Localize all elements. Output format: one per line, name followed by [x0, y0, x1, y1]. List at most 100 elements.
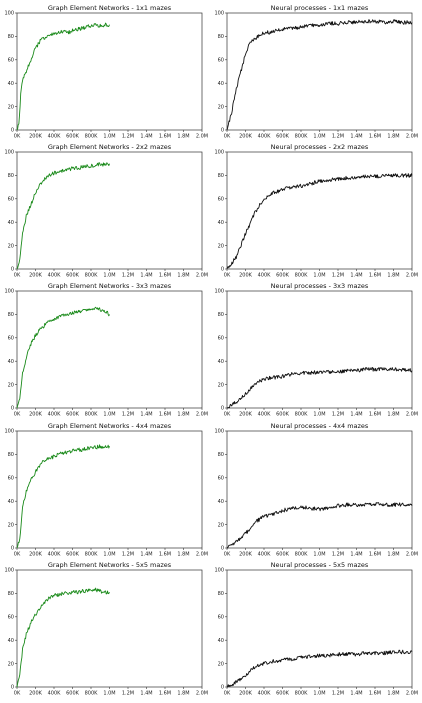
x-tick-label: 1.6M: [369, 273, 381, 279]
y-tick-label: 40: [8, 638, 14, 644]
x-tick-label: 200K: [29, 412, 43, 418]
x-tick-label: 200K: [29, 552, 43, 558]
x-tick-label: 800K: [295, 691, 309, 697]
y-tick-label: 0: [11, 128, 14, 134]
series-line: [226, 19, 413, 131]
x-tick-label: 1.2M: [122, 412, 134, 418]
y-tick-label: 40: [8, 220, 14, 226]
x-tick-label: 1.6M: [159, 273, 171, 279]
series-line: [16, 306, 110, 409]
y-tick-label: 100: [4, 568, 14, 574]
x-tick-label: 800K: [295, 552, 309, 558]
series-line: [227, 502, 413, 549]
y-tick-label: 0: [11, 685, 14, 691]
y-tick-label: 20: [218, 382, 224, 388]
chart-svg: Graph Element Networks - 1x1 mazes 0 20 40 6…: [4, 4, 208, 140]
x-tick-label: 0K: [14, 273, 21, 279]
y-tick-label: 80: [8, 34, 14, 40]
x-tick-label: 800K: [85, 552, 99, 558]
axes-frame: [16, 12, 203, 131]
y-tick-label: 60: [218, 476, 224, 482]
x-tick-label: 1.6M: [159, 134, 171, 140]
x-tick-label: 800K: [295, 412, 309, 418]
axes-frame: [226, 430, 413, 549]
y-tick-label: 0: [221, 546, 224, 552]
chart-svg: Graph Element Networks - 4x4 mazes 0 20 40 6…: [4, 422, 208, 558]
x-tick-label: 0K: [224, 134, 231, 140]
y-tick-label: 60: [218, 615, 224, 621]
series-line: [16, 22, 110, 131]
x-tick-label: 400K: [258, 273, 272, 279]
chart-title: Graph Element Networks - 3x3 mazes: [48, 282, 172, 290]
y-tick-label: 20: [218, 661, 224, 667]
axes-frame: [226, 290, 413, 409]
y-tick-label: 60: [218, 58, 224, 64]
y-tick-label: 0: [11, 546, 14, 552]
x-tick-label: 2.0M: [406, 412, 418, 418]
x-tick-label: 600K: [276, 273, 290, 279]
y-tick-label: 100: [214, 568, 224, 574]
x-tick-label: 2.0M: [196, 691, 208, 697]
y-tick-label: 40: [8, 359, 14, 365]
y-tick-label: 60: [8, 476, 14, 482]
chart-svg: Neural processes - 5x5 mazes 0 20 40 60 80 100…: [214, 561, 418, 697]
y-tick-label: 80: [218, 452, 224, 458]
x-tick-label: 600K: [276, 412, 290, 418]
x-tick-label: 1.2M: [332, 691, 344, 697]
y-tick-label: 80: [8, 452, 14, 458]
y-tick-label: 100: [4, 289, 14, 295]
x-tick-label: 1.4M: [350, 691, 362, 697]
series-line: [226, 173, 413, 270]
x-tick-label: 1.2M: [332, 552, 344, 558]
x-tick-label: 0K: [14, 552, 21, 558]
x-tick-label: 1.8M: [387, 552, 399, 558]
chart-title: Graph Element Networks - 4x4 mazes: [48, 422, 172, 430]
chart-svg: Graph Element Networks - 3x3 mazes 0 20 40 6…: [4, 282, 208, 418]
chart-svg: Neural processes - 4x4 mazes 0 20 40 60 80 100…: [214, 422, 418, 558]
x-tick-label: 2.0M: [406, 552, 418, 558]
y-tick-label: 40: [218, 220, 224, 226]
x-tick-label: 2.0M: [196, 412, 208, 418]
x-tick-label: 0K: [14, 691, 21, 697]
x-tick-label: 1.8M: [387, 412, 399, 418]
axes-frame: [226, 569, 413, 688]
y-tick-label: 60: [218, 336, 224, 342]
y-tick-label: 100: [4, 11, 14, 17]
x-tick-label: 1.0M: [313, 552, 325, 558]
series-line: [227, 367, 413, 409]
series-line: [16, 162, 110, 270]
x-tick-label: 600K: [276, 691, 290, 697]
x-tick-label: 1.6M: [369, 412, 381, 418]
x-tick-label: 800K: [85, 691, 99, 697]
x-tick-label: 1.2M: [332, 134, 344, 140]
x-tick-label: 2.0M: [196, 273, 208, 279]
y-tick-label: 80: [218, 312, 224, 318]
x-tick-label: 1.6M: [369, 134, 381, 140]
y-tick-label: 20: [8, 522, 14, 528]
x-tick-label: 1.2M: [122, 552, 134, 558]
x-tick-label: 1.0M: [103, 552, 115, 558]
x-tick-label: 0K: [14, 134, 21, 140]
x-tick-label: 1.6M: [159, 552, 171, 558]
series-line: [16, 444, 110, 549]
x-tick-label: 400K: [48, 412, 62, 418]
axes-frame: [16, 151, 203, 270]
x-tick-label: 0K: [14, 412, 21, 418]
x-tick-label: 1.8M: [177, 134, 189, 140]
y-tick-label: 80: [8, 312, 14, 318]
x-tick-label: 800K: [85, 273, 99, 279]
chart-svg: Neural processes - 2x2 mazes 0 20 40 60 80 100…: [214, 143, 418, 279]
y-tick-label: 100: [4, 150, 14, 156]
x-tick-label: 600K: [66, 273, 80, 279]
chart-panel-7: Graph Element Networks - 4x4 mazes 0 20 40 6…: [3, 419, 213, 558]
x-tick-label: 1.4M: [350, 273, 362, 279]
series-line: [227, 649, 413, 688]
x-tick-label: 1.4M: [350, 134, 362, 140]
y-tick-label: 20: [8, 104, 14, 110]
x-tick-label: 1.2M: [122, 273, 134, 279]
x-tick-label: 800K: [295, 134, 309, 140]
x-tick-label: 0K: [224, 552, 231, 558]
x-tick-label: 400K: [48, 552, 62, 558]
x-tick-label: 800K: [85, 134, 99, 140]
chart-title: Graph Element Networks - 5x5 mazes: [48, 561, 172, 569]
